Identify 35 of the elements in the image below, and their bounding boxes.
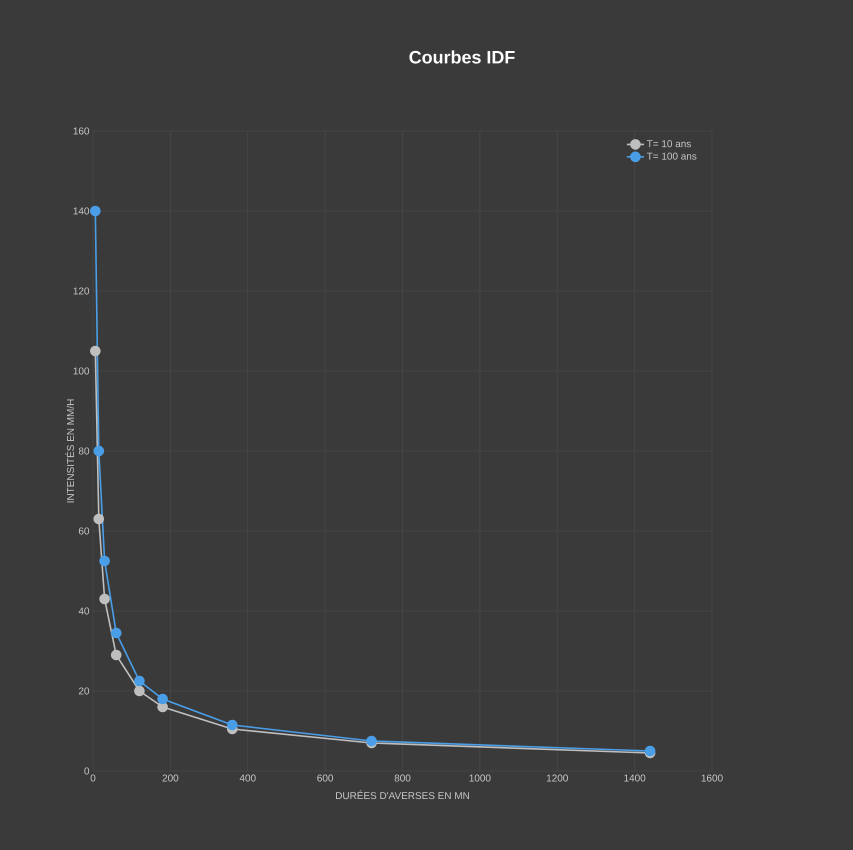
y-axis-title: INTENSITÉS EN MM/H — [65, 399, 74, 502]
point — [110, 650, 122, 660]
y-tick-label: 140 — [74, 207, 90, 215]
x-tick-label: 400 — [240, 774, 256, 782]
legend-label: T= 10 ans — [646, 140, 691, 148]
point — [134, 676, 145, 686]
x-axis-title: DURÉES D'AVERSES EN MN — [336, 790, 469, 800]
x-tick-label: 600 — [317, 774, 334, 782]
point — [226, 720, 238, 730]
x-tick-label: 0 — [90, 774, 96, 782]
y-tick-label: 120 — [74, 287, 90, 295]
chart-title: Courbes IDF — [409, 50, 515, 64]
y-tick-label: 20 — [78, 687, 90, 695]
point — [157, 694, 168, 704]
y-tick-label: 80 — [78, 447, 90, 455]
x-tick-label: 1200 — [546, 774, 568, 782]
legend-label: T= 100 ans — [646, 152, 696, 160]
point — [90, 346, 101, 356]
x-tick-label: 1600 — [702, 774, 723, 782]
point — [134, 686, 145, 696]
point — [94, 446, 104, 456]
point — [94, 514, 104, 524]
point — [90, 206, 101, 216]
y-tick-label: 160 — [74, 127, 90, 135]
x-tick-label: 800 — [394, 774, 410, 782]
point — [110, 628, 122, 638]
point — [99, 594, 110, 604]
x-tick-label: 1000 — [470, 774, 491, 782]
y-tick-label: 100 — [74, 367, 90, 375]
y-tick-label: 0 — [84, 767, 90, 775]
y-tick-label: 60 — [78, 527, 90, 535]
x-tick-label: 200 — [162, 774, 178, 782]
x-tick-label: 1400 — [624, 774, 646, 782]
y-tick-label: 40 — [78, 607, 90, 615]
point — [99, 556, 110, 566]
